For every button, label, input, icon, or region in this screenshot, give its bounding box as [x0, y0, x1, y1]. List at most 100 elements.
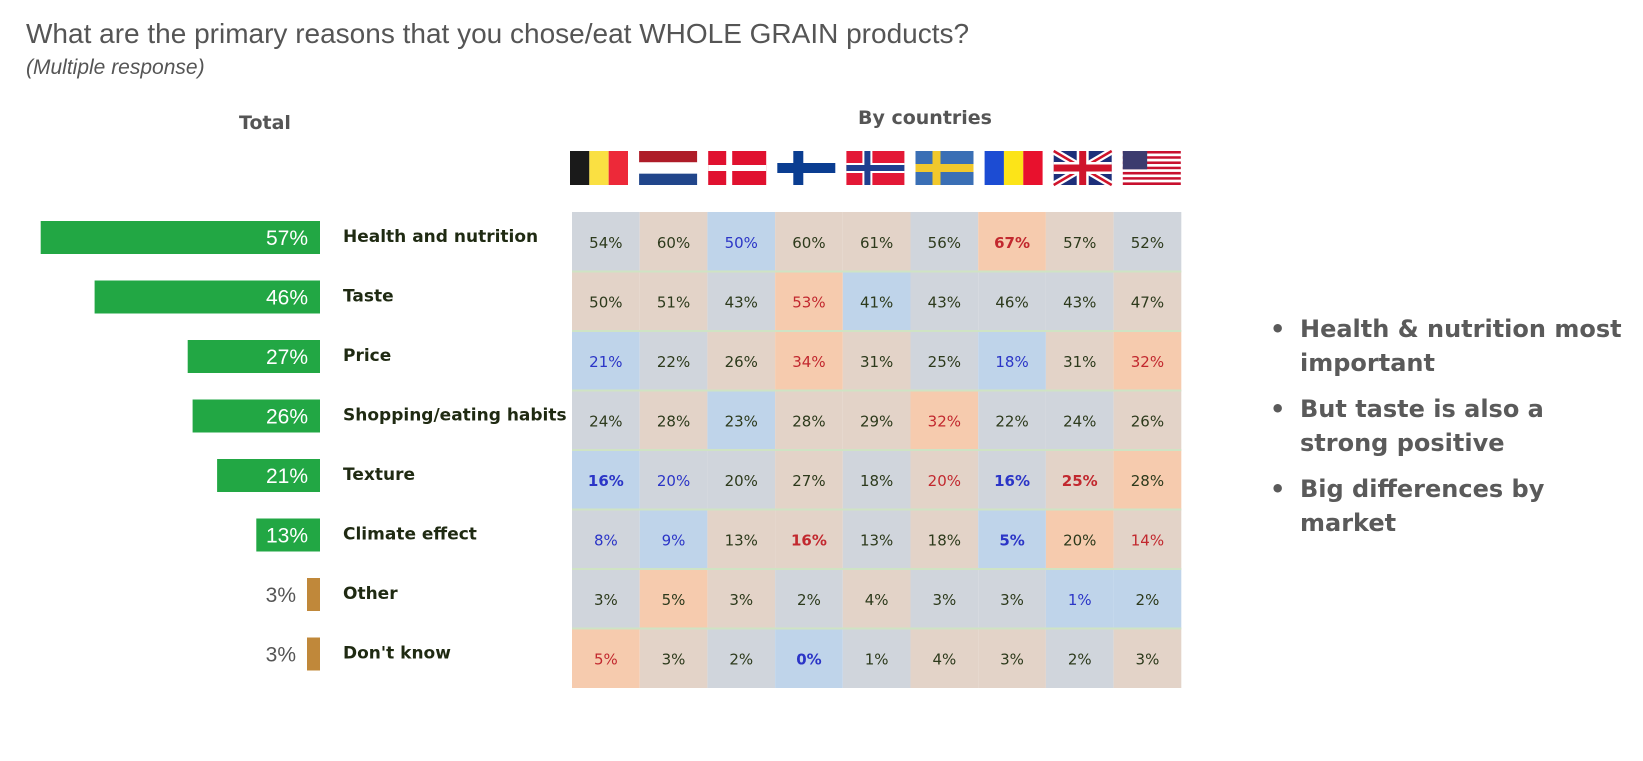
table-cell: [842, 569, 911, 629]
category-label: Climate effect: [343, 525, 477, 545]
table-cell-value: 20%: [1063, 531, 1096, 549]
table-cell: [775, 271, 843, 331]
table-cell-value: 67%: [994, 234, 1030, 252]
table-cell-value: 1%: [1068, 591, 1092, 609]
table-cell-value: 4%: [865, 591, 889, 609]
table-cell-value: 50%: [589, 293, 622, 311]
table-cell-value: 4%: [932, 650, 956, 668]
table-cell: [639, 509, 708, 569]
table-cell-value: 2%: [1136, 591, 1160, 609]
country-table: 54% 60% 50% 60% 61% 56% 67% 57% 52% 50% 51% 43% 53% 4…: [572, 212, 1182, 688]
table-cell: [1045, 628, 1114, 688]
usa-flag: [1122, 151, 1181, 185]
table-cell-value: 18%: [995, 353, 1028, 371]
table-cell: [572, 390, 640, 450]
total-bar: [217, 459, 320, 492]
finland-flag: [777, 151, 836, 185]
category-label: Shopping/eating habits: [343, 406, 567, 426]
table-cell: [842, 331, 911, 391]
bullet-icon: •: [1270, 315, 1286, 343]
page-title: What are the primary reasons that you ch…: [26, 18, 970, 49]
table-cell: [707, 628, 776, 688]
total-bar: [307, 637, 320, 671]
page-subtitle: (Multiple response): [26, 56, 205, 79]
table-cell: [572, 271, 640, 331]
table-cell-value: 54%: [589, 234, 622, 252]
table-cell-value: 43%: [928, 293, 961, 311]
table-cell-value: 13%: [860, 531, 893, 549]
table-cell-value: 16%: [791, 531, 827, 549]
table-cell: [639, 628, 708, 688]
table-cell: [572, 212, 640, 272]
finding-text: Health & nutrition most important: [1300, 315, 1622, 377]
category-label: Texture: [343, 465, 415, 485]
table-cell: [1113, 569, 1182, 629]
table-cell: [639, 450, 708, 510]
table-cell: [978, 628, 1046, 688]
bar-value-label: 46%: [266, 287, 308, 310]
table-cell: [978, 450, 1046, 510]
table-cell-value: 2%: [1068, 650, 1092, 668]
table-cell-value: 28%: [657, 412, 690, 430]
table-cell-value: 3%: [594, 591, 618, 609]
table-cell: [639, 331, 708, 391]
table-cell-value: 3%: [662, 650, 686, 668]
bar-value-label: 13%: [266, 525, 308, 548]
table-cell: [910, 569, 979, 629]
table-cell-value: 21%: [589, 353, 622, 371]
table-cell-value: 18%: [928, 531, 961, 549]
table-cell: [707, 569, 776, 629]
finding-item: • But taste is also a strong positive: [1270, 392, 1640, 460]
table-cell: [842, 212, 911, 272]
table-cell-value: 1%: [865, 650, 889, 668]
table-cell-value: 9%: [662, 531, 686, 549]
table-cell-value: 8%: [594, 531, 618, 549]
table-cell: [775, 569, 843, 629]
table-cell: [842, 509, 911, 569]
table-cell-value: 43%: [1063, 293, 1096, 311]
total-header: Total: [239, 112, 291, 134]
table-cell-value: 34%: [792, 353, 825, 371]
bar-value-label: 27%: [266, 346, 308, 369]
table-cell-value: 61%: [860, 234, 893, 252]
total-bar: [192, 399, 320, 433]
belgium-flag: [570, 151, 628, 185]
table-cell-value: 20%: [725, 472, 758, 490]
table-cell-value: 57%: [1063, 234, 1096, 252]
table-cell-value: 51%: [657, 293, 690, 311]
bar-value-label: 26%: [266, 406, 308, 429]
bullet-icon: •: [1270, 395, 1286, 423]
table-cell: [775, 212, 843, 272]
table-cell-value: 2%: [729, 650, 753, 668]
table-cell-value: 32%: [928, 412, 961, 430]
table-cell: [572, 628, 640, 688]
table-cell: [910, 450, 979, 510]
bullet-icon: •: [1270, 475, 1286, 503]
table-cell: [775, 450, 843, 510]
finding-text: Big differences by market: [1300, 475, 1545, 537]
total-bar: [307, 578, 320, 611]
category-label: Price: [343, 346, 391, 366]
table-cell-value: 26%: [725, 353, 758, 371]
table-cell-value: 16%: [588, 472, 624, 490]
table-cell: [707, 331, 776, 391]
netherlands-flag: [639, 151, 698, 185]
table-cell: [1113, 628, 1182, 688]
table-cell: [775, 509, 843, 569]
table-cell-value: 28%: [1131, 472, 1164, 490]
table-cell: [1045, 271, 1114, 331]
table-cell: [775, 331, 843, 391]
countries-header: By countries: [857, 107, 992, 129]
table-cell-value: 25%: [1062, 472, 1098, 490]
table-cell: [707, 271, 776, 331]
table-cell-value: 3%: [1136, 650, 1160, 668]
flag-row: [570, 147, 1181, 189]
table-cell-value: 14%: [1131, 531, 1164, 549]
table-cell-value: 3%: [932, 591, 956, 609]
table-cell-value: 46%: [995, 293, 1028, 311]
chart-canvas: 57% Health and nutrition 46% Taste 27% Price 2…: [40, 147, 1182, 688]
table-cell-value: 50%: [725, 234, 758, 252]
table-cell-value: 28%: [792, 412, 825, 430]
table-cell: [910, 212, 979, 272]
finding-text: But taste is also a strong positive: [1300, 395, 1544, 457]
